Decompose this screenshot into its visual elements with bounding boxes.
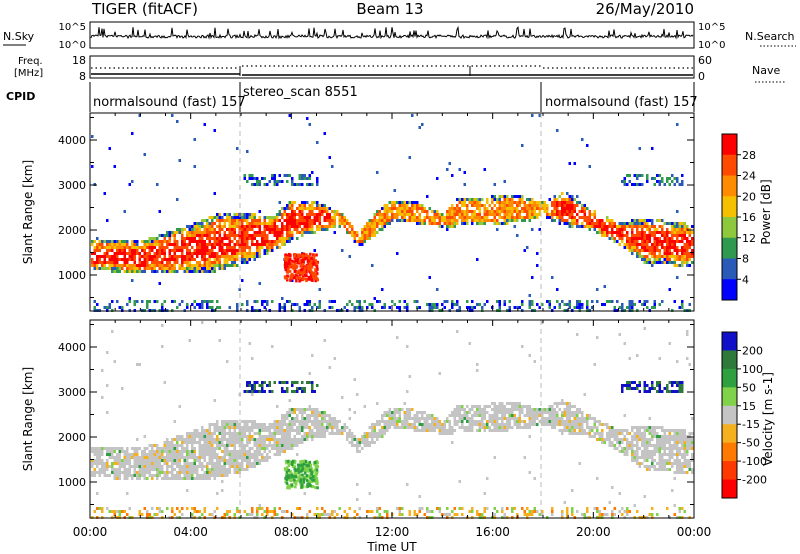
velocity-echo-cells [243, 381, 684, 393]
power-colorbar-tick: 24 [742, 170, 756, 183]
nave-tick-bottom: 0 [698, 70, 705, 83]
nsearch-label: N.Search [745, 30, 795, 43]
power-colorbar-swatch [722, 258, 737, 280]
power-colorbar-swatch [722, 237, 737, 259]
x-tick-label: 08:00 [274, 525, 309, 539]
velocity-colorbar-swatch [722, 424, 737, 444]
freq-label-line1: Freq. [18, 56, 43, 67]
date-title: 26/May/2010 [596, 0, 694, 18]
power-colorbar-tick: 16 [742, 211, 756, 224]
power-echo-cells [91, 198, 694, 283]
velocity-colorbar-tick: -15 [742, 418, 760, 431]
velocity-colorbar-swatch [722, 461, 737, 481]
power-colorbar-tick: 4 [742, 273, 749, 286]
velocity-panel: 1000 2000 3000 4000 Slant Range [km] 200 100… [21, 319, 775, 519]
power-panel: 1000 2000 3000 4000 Slant Range [km] 28 24 20… [21, 112, 773, 312]
x-tick-label: 20:00 [576, 525, 611, 539]
power-colorbar-swatch [722, 196, 737, 218]
freq-tick-bottom: 8 [79, 70, 86, 83]
x-tick-label: 04:00 [173, 525, 208, 539]
y-tick-label: 3000 [58, 386, 86, 399]
freq-label-line2: [MHz] [14, 68, 43, 79]
nave-tick-top: 60 [698, 54, 712, 67]
station-title: TIGER (fitACF) [91, 0, 198, 18]
velocity-colorbar-tick: -200 [742, 474, 767, 487]
power-colorbar-swatch [722, 217, 737, 239]
velocity-colorbar-tick: 50 [742, 381, 756, 394]
y-tick-label: 3000 [58, 179, 86, 192]
cpid-segment-2: stereo_scan 8551 [243, 85, 358, 100]
y-tick-label: 2000 [58, 224, 86, 237]
power-colorbar-swatch [722, 154, 737, 176]
nsky-tick-bottom: 10^0 [59, 40, 86, 51]
nsky-label: N.Sky [3, 30, 35, 43]
power-colorbar-tick: 12 [742, 232, 756, 245]
nsearch-tick-top: 10^5 [698, 22, 725, 33]
velocity-colorbar-tick: 15 [742, 400, 756, 413]
power-colorbar-tick: 28 [742, 149, 756, 162]
velocity-colorbar-swatch [722, 479, 737, 499]
power-colorbar-tick: 20 [742, 190, 756, 203]
y-tick-label: 1000 [58, 476, 86, 489]
power-colorbar-swatch [722, 279, 737, 301]
velocity-colorbar-swatch [722, 350, 737, 370]
nsky-trace [90, 25, 694, 40]
power-colorbar-swatch [722, 175, 737, 197]
velocity-colorbar-swatch [722, 332, 737, 351]
velocity-colorbar-swatch [722, 368, 737, 388]
xaxis-label: Time UT [366, 540, 417, 554]
y-tick-label: 4000 [58, 341, 86, 354]
velocity-colorbar-tick: -100 [742, 455, 767, 468]
power-colorbar: 28 24 20 16 12 8 4 [721, 133, 756, 301]
nsearch-tick-bottom: 10^0 [698, 40, 725, 51]
power-echo-cells [91, 192, 694, 273]
power-colorbar-tick: 8 [742, 253, 749, 266]
nsky-tick-top: 10^5 [59, 22, 86, 33]
time-axis: 00:00 04:00 08:00 12:00 16:00 20:00 00:00 [73, 113, 712, 539]
velocity-colorbar-tick: 100 [742, 363, 763, 376]
velocity-colorbar-swatch [722, 405, 737, 425]
power-ylabel: Slant Range [km] [21, 160, 35, 264]
cpid-segment-1: normalsound (fast) 157 [93, 95, 246, 110]
power-echo-cells [91, 198, 691, 270]
velocity-ylabel: Slant Range [km] [21, 367, 35, 471]
velocity-colorbar: 200 100 50 15 -15 -50 -100 -200 [721, 331, 767, 499]
velocity-y-axis: 1000 2000 3000 4000 [58, 324, 694, 505]
x-tick-label: 00:00 [73, 525, 108, 539]
y-tick-label: 4000 [58, 134, 86, 147]
velocity-echo-cells [246, 381, 684, 393]
power-echo-cells [91, 114, 694, 312]
velocity-colorbar-swatch [722, 442, 737, 462]
velocity-colorbar-swatch [722, 387, 737, 407]
power-colorbar-swatch [722, 134, 737, 156]
velocity-colorbar-tick: 200 [742, 344, 763, 357]
x-tick-label: 16:00 [475, 525, 510, 539]
power-data [91, 114, 694, 312]
y-tick-label: 2000 [58, 431, 86, 444]
velocity-colorbar-tick: -50 [742, 437, 760, 450]
cpid-label: CPID [6, 90, 35, 103]
beam-title: Beam 13 [356, 0, 423, 18]
velocity-colorbar-label: Velocity [m s-1] [761, 372, 775, 466]
y-tick-label: 1000 [58, 269, 86, 282]
x-tick-label: 00:00 [677, 525, 712, 539]
nave-label: Nave [752, 64, 780, 77]
cpid-row: CPID normalsound (fast) 157 stereo_scan … [6, 82, 698, 112]
freq-tick-top: 18 [72, 54, 86, 67]
x-tick-label: 12:00 [375, 525, 410, 539]
cpid-segment-3: normalsound (fast) 157 [545, 95, 698, 110]
power-y-axis: 1000 2000 3000 4000 [58, 117, 694, 298]
freq-panel: Freq. [MHz] 18 8 60 0 Nave [14, 54, 785, 83]
power-colorbar-label: Power [dB] [759, 179, 773, 244]
nsky-panel: N.Sky 10^5 10^0 N.Search 10^5 10^0 [3, 21, 796, 51]
velocity-data [91, 321, 694, 519]
